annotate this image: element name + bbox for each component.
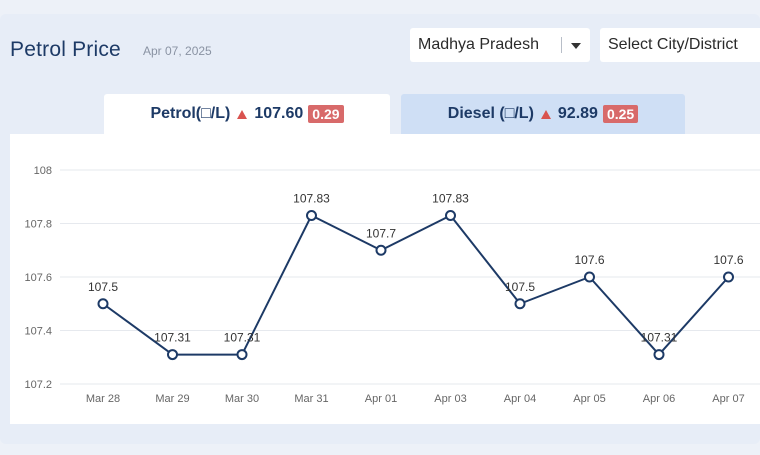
data-point [97,298,109,310]
state-select[interactable]: Madhya Pradesh [410,28,590,62]
data-label: 107.83 [432,191,469,205]
y-tick-label: 107.4 [24,326,52,338]
data-label: 107.7 [366,226,396,240]
city-select[interactable]: Select City/District [600,28,760,62]
tab-diesel-label: Diesel (□/L) [447,105,534,122]
data-point [445,209,456,221]
x-tick-label: Mar 29 [155,393,189,405]
data-label: 107.6 [574,253,604,267]
data-label: 107.5 [505,280,535,294]
data-point [306,209,317,221]
state-select-value: Madhya Pradesh [418,36,539,53]
tab-petrol-price: 107.60 [254,105,304,122]
y-tick-label: 108 [34,165,52,177]
x-tick-label: Mar 30 [225,393,259,405]
tab-diesel[interactable]: Diesel (□/L) 92.89 0.25 [401,94,685,134]
up-arrow-icon [540,109,551,119]
tab-petrol-change-badge: 0.29 [308,105,344,123]
chart-area: 107.2 107.4 107.6 107.8 108 Mar 28 Mar 29 Mar 3… [10,134,760,424]
data-label: 107.6 [713,253,743,267]
data-point [167,349,178,361]
data-point [375,244,387,256]
data-point [584,271,595,283]
data-label: 107.83 [293,191,330,205]
x-tick-label: Apr 05 [573,393,605,405]
series-line [102,214,730,356]
x-tick-label: Mar 31 [294,393,328,405]
select-divider [561,37,562,53]
data-point [236,349,248,361]
price-line-chart: 107.2 107.4 107.6 107.8 108 Mar 28 Mar 29 Mar 3… [24,165,760,405]
x-tick-label: Mar 28 [86,393,120,405]
x-tick-label: Apr 06 [643,393,675,405]
chevron-down-icon[interactable] [571,43,581,49]
x-tick-label: Apr 01 [365,393,397,405]
tab-diesel-change-badge: 0.25 [602,105,639,123]
data-point [514,298,526,310]
data-point [723,271,734,283]
x-tick-label: Apr 04 [504,393,536,405]
data-label: 107.31 [641,331,678,345]
tab-petrol-label: Petrol(□/L) [150,105,231,122]
data-label: 107.31 [224,331,261,345]
page-title: Petrol Price [10,38,121,61]
tab-diesel-price: 92.89 [557,105,598,122]
city-select-value: Select City/District [608,36,738,53]
data-label: 107.5 [88,280,118,294]
y-tick-label: 107.6 [24,272,52,284]
data-point [653,349,665,361]
x-tick-label: Apr 03 [434,393,466,405]
data-label: 107.31 [154,331,191,345]
up-arrow-icon [237,109,248,119]
tab-petrol[interactable]: Petrol(□/L) 107.60 0.29 [104,94,390,134]
x-tick-label: Apr 07 [712,393,744,405]
y-tick-label: 107.8 [24,219,52,231]
price-date: Apr 07, 2025 [143,44,212,58]
y-tick-label: 107.2 [24,379,52,391]
